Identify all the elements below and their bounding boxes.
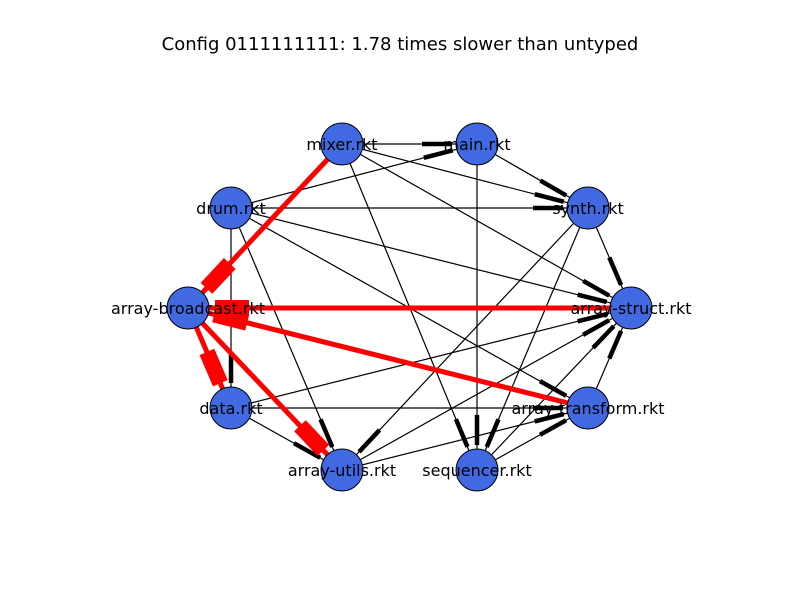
node-label: array-utils.rkt [288,461,396,480]
typed-edge-head [538,379,568,398]
nodes-layer: main.rkt mixer.rkt drum.rkt array-broadcast… [111,122,692,492]
node-circle [320,122,364,166]
typed-edge-head [484,418,501,448]
node-circle [209,386,253,430]
edge-drum-transform [230,207,570,399]
boundary-edge-head [294,420,330,456]
typed-edge-line [230,312,611,409]
typed-edge-line [230,148,457,209]
edge-transform-broadcast [207,306,589,411]
node-label: array-struct.rkt [570,299,691,318]
node-mixer[interactable]: mixer.rkt [306,122,378,166]
typed-edge-line [341,317,613,471]
node-label: array-transform.rkt [511,399,664,418]
node-circle [320,448,364,492]
edge-data-struct [230,311,611,409]
node-circle [609,286,653,330]
boundary-edge-line [207,310,589,411]
node-label: mixer.rkt [306,135,377,154]
typed-edge-line [484,207,589,451]
node-sequencer[interactable]: sequencer.rkt [422,448,532,492]
typed-edge-head [607,330,624,360]
edge-mixer-broadcast [200,142,344,295]
edge-mixer-synth [341,143,568,204]
edges-layer [185,141,631,471]
typed-edge-line [230,207,570,399]
typed-edge-head [357,428,382,454]
node-main[interactable]: main.rkt [443,122,511,166]
typed-edge-head [577,292,608,305]
typed-edge-head [591,324,616,350]
node-broadcast[interactable]: array-broadcast.rkt [111,286,265,330]
typed-edge-line [341,143,568,204]
typed-edge-head [453,418,470,448]
node-label: main.rkt [443,135,510,154]
node-circle [455,122,499,166]
edge-drum-struct [230,207,611,305]
node-circle [209,186,253,230]
node-transform[interactable]: array-transform.rkt [511,386,665,430]
node-utils[interactable]: array-utils.rkt [288,448,396,492]
boundary-edge-head [200,258,236,294]
edge-utils-transform [341,411,568,471]
node-label: synth.rkt [552,199,624,218]
typed-edge-line [230,207,611,304]
node-circle [566,386,610,430]
typed-edge-head [534,191,565,204]
typed-edge-line [341,412,568,471]
node-circle [166,286,210,330]
node-drum[interactable]: drum.rkt [196,186,266,230]
typed-edge-head [581,318,611,337]
typed-edge-line [341,143,470,451]
typed-edge-head [607,256,624,286]
typed-edge-head [534,411,565,424]
typed-edge-head [423,148,454,161]
chart-title: Config 0111111111: 1.78 times slower tha… [161,34,639,55]
typed-edge-head [318,418,335,448]
typed-edge-head [539,178,568,198]
node-circle [455,448,499,492]
node-label: data.rkt [199,399,262,418]
node-circle [566,186,610,230]
boundary-edge-head [199,348,228,387]
edge-utils-struct [341,317,613,471]
edge-broadcast-utils [186,306,330,457]
typed-edge-head [292,441,322,460]
edge-synth-utils [355,207,589,456]
typed-edge-head [582,278,611,298]
typed-edge-line [341,143,614,299]
typed-edge-head [538,418,568,437]
edge-mixer-struct [341,143,614,299]
node-data[interactable]: data.rkt [199,386,263,430]
node-synth[interactable]: synth.rkt [552,186,624,230]
node-struct[interactable]: array-struct.rkt [570,286,692,330]
typed-edge-head [577,311,608,324]
boundary-edge-head [212,306,250,331]
node-label: array-broadcast.rkt [111,299,265,318]
typed-edge-line [355,207,589,456]
edge-drum-main [230,148,457,209]
edge-mixer-sequencer [341,143,470,451]
node-label: drum.rkt [196,199,266,218]
edge-synth-sequencer [484,207,589,451]
node-label: sequencer.rkt [422,461,531,480]
